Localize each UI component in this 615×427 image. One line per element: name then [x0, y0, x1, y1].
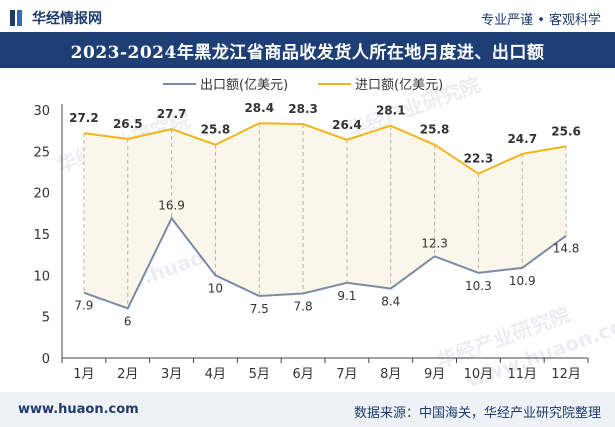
legend-label-export: 出口额(亿美元) — [200, 78, 288, 93]
legend-label-import: 进口额(亿美元) — [355, 78, 443, 93]
y-tick-label: 20 — [33, 187, 50, 202]
series-line-export — [83, 216, 567, 310]
x-tick-label: 3月 — [161, 367, 182, 382]
y-tick-label: 10 — [33, 269, 50, 284]
title-bar: 2023-2024年黑龙江省商品收发货人所在地月度进、出口额 — [0, 32, 615, 68]
y-tick-label: 15 — [33, 228, 50, 243]
x-tick-label: 6月 — [292, 367, 313, 382]
y-tick-label: 25 — [33, 145, 50, 160]
x-tick-label: 5月 — [249, 367, 270, 382]
data-label-export: 8.4 — [381, 295, 400, 309]
data-label-import: 28.3 — [288, 102, 318, 116]
chart-title: 2023-2024年黑龙江省商品收发货人所在地月度进、出口额 — [70, 42, 545, 63]
data-label-export: 9.1 — [337, 289, 356, 303]
x-tick-label: 1月 — [73, 367, 94, 382]
website-link[interactable]: www.huaon.com — [18, 402, 139, 417]
data-label-import: 25.6 — [551, 124, 581, 138]
x-tick-label: 11月 — [507, 367, 537, 382]
data-label-export: 12.3 — [421, 236, 448, 250]
x-tick-label: 2月 — [117, 367, 138, 382]
data-label-import: 26.4 — [332, 118, 362, 132]
data-label-export: 10.9 — [509, 274, 536, 288]
data-label-import: 28.1 — [376, 104, 406, 118]
data-label-import: 27.2 — [69, 111, 99, 125]
data-label-import: 22.3 — [464, 152, 494, 166]
y-tick-label: 5 — [42, 311, 50, 326]
data-label-import: 25.8 — [420, 123, 450, 137]
range-band — [83, 123, 567, 309]
data-label-export: 7.9 — [74, 299, 93, 313]
x-tick-label: 7月 — [336, 367, 357, 382]
data-label-import: 26.5 — [113, 117, 143, 131]
brand: 华经情报网 — [10, 8, 102, 28]
series-line-import — [83, 122, 567, 175]
x-tick-label: 4月 — [205, 367, 226, 382]
data-label-import: 28.4 — [244, 101, 274, 115]
y-tick-label: 0 — [42, 352, 50, 367]
data-label-import: 25.8 — [201, 123, 231, 137]
brand-logo-icon — [10, 10, 26, 26]
data-label-export: 7.5 — [250, 302, 269, 316]
data-source: 数据来源：中国海关，华经产业研究院整理 — [353, 406, 601, 421]
y-tick-label: 30 — [33, 104, 50, 119]
data-label-export: 7.8 — [294, 300, 313, 314]
x-tick-label: 10月 — [464, 367, 494, 382]
top-bar: 华经情报网 专业严谨 • 客观科学 — [0, 0, 615, 32]
tagline: 专业严谨 • 客观科学 — [481, 13, 601, 28]
data-label-import: 24.7 — [507, 132, 537, 146]
line-chart: 华经产业研究院华经产业研究院www.huaon.com华经产业研究院华经产业研究… — [33, 72, 615, 392]
data-label-export: 10.3 — [465, 279, 492, 293]
x-tick-label: 8月 — [380, 367, 401, 382]
data-label-export: 16.9 — [158, 198, 185, 212]
x-tick-label: 9月 — [424, 367, 445, 382]
brand-name: 华经情报网 — [32, 11, 102, 27]
data-label-export: 10 — [208, 281, 223, 295]
data-label-import: 27.7 — [157, 107, 187, 121]
x-tick-label: 12月 — [551, 367, 581, 382]
footer: www.huaon.com 数据来源：中国海关，华经产业研究院整理 — [0, 392, 615, 427]
data-label-export: 14.8 — [553, 242, 580, 256]
data-label-export: 6 — [124, 314, 132, 328]
